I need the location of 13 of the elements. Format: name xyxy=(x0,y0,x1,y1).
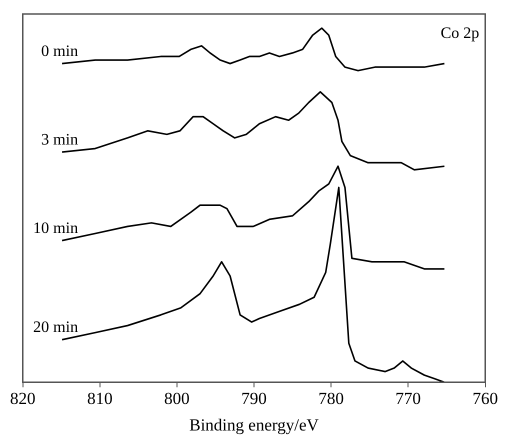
annotation: Co 2p xyxy=(440,25,480,42)
series-label: 0 min xyxy=(41,42,78,60)
x-tick-label: 760 xyxy=(472,388,498,408)
series-label: 3 min xyxy=(41,131,78,148)
x-tick-label: 770 xyxy=(395,388,421,408)
series-label: 20 min xyxy=(33,318,78,336)
x-tick-label: 790 xyxy=(241,388,267,408)
x-tick-label: 780 xyxy=(318,388,344,408)
x-axis-title: Binding energy/eV xyxy=(189,415,320,434)
x-tick-label: 810 xyxy=(87,388,113,408)
series-label: 10 min xyxy=(33,220,78,237)
x-tick-label: 800 xyxy=(164,388,190,408)
x-tick-label: 820 xyxy=(10,388,36,408)
